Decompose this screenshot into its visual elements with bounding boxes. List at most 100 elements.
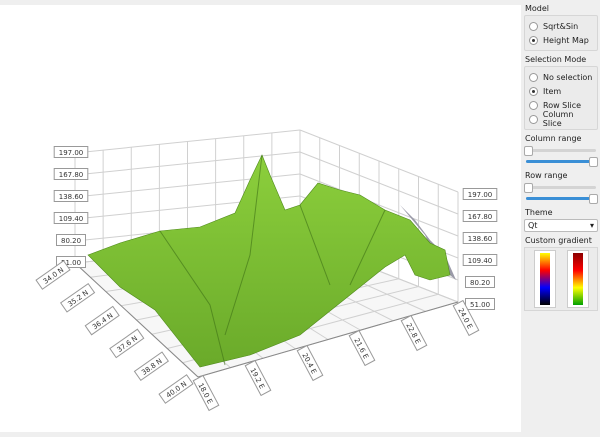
latitude-tick-label: 34.0 N bbox=[35, 260, 71, 290]
theme-value: Qt bbox=[528, 221, 538, 230]
radio-indicator bbox=[529, 21, 538, 31]
radio-label: Sqrt&Sin bbox=[543, 21, 579, 31]
radio-sqrt-sin[interactable]: Sqrt&Sin bbox=[529, 19, 593, 33]
label-box bbox=[192, 374, 220, 412]
value-axis-tick-label-right: 138.60 bbox=[462, 232, 498, 244]
value-axis-tick-label-right: 109.40 bbox=[462, 254, 498, 266]
radio-label: Column Slice bbox=[542, 110, 574, 128]
column-range-min-slider[interactable] bbox=[524, 145, 598, 156]
value-axis-tick-label-right-text: 109.40 bbox=[468, 257, 493, 265]
value-axis-tick-label-left-text: 51.00 bbox=[61, 259, 81, 267]
radio-label: Height Map bbox=[543, 35, 589, 45]
radio-indicator bbox=[529, 72, 538, 82]
latitude-axis-line bbox=[74, 262, 199, 378]
label-box bbox=[465, 298, 495, 310]
value-axis-tick-label-left: 167.80 bbox=[53, 168, 89, 180]
longitude-axis-line bbox=[197, 301, 459, 378]
value-axis-tick-label-left: 80.20 bbox=[56, 234, 86, 246]
label-box bbox=[53, 212, 89, 224]
row-range-max-slider[interactable] bbox=[524, 193, 598, 204]
value-axis-tick-label-right-text: 197.00 bbox=[468, 191, 493, 199]
radio-column-slice[interactable]: Column Slice bbox=[529, 110, 593, 128]
gradient-button-2[interactable] bbox=[566, 250, 589, 308]
label-box bbox=[296, 344, 324, 382]
chevron-down-icon: ▾ bbox=[589, 221, 594, 230]
theme-combobox[interactable]: Qt ▾ bbox=[524, 219, 598, 232]
longitude-tick-label: 22.8 E bbox=[400, 314, 428, 352]
radio-item[interactable]: Item bbox=[529, 84, 593, 98]
label-box bbox=[452, 299, 480, 337]
custom-gradient-label: Custom gradient bbox=[525, 236, 592, 245]
label-box bbox=[400, 314, 428, 352]
longitude-tick-label: 21.6 E bbox=[348, 329, 376, 367]
gradient-swatch bbox=[572, 253, 583, 305]
radio-label: Row Slice bbox=[543, 100, 582, 110]
surface-ridge bbox=[224, 154, 263, 336]
label-box bbox=[35, 260, 71, 290]
radio-indicator bbox=[529, 86, 538, 96]
radio-label: No selection bbox=[543, 72, 593, 82]
latitude-tick-label: 38.8 N bbox=[133, 351, 170, 382]
value-axis-tick-label-right-text: 138.60 bbox=[468, 235, 493, 243]
value-axis-tick-label-left-text: 197.00 bbox=[59, 149, 84, 157]
longitude-tick-label: 19.2 E bbox=[244, 359, 272, 397]
radio-label: Item bbox=[543, 86, 562, 96]
latitude-tick-label: 37.6 N bbox=[109, 328, 145, 359]
longitude-tick-label: 20.4 E bbox=[296, 344, 324, 382]
label-box bbox=[462, 188, 498, 200]
label-box bbox=[53, 190, 89, 202]
column-range-max-slider[interactable] bbox=[524, 156, 598, 167]
label-box bbox=[133, 351, 170, 382]
surface-ridge bbox=[349, 209, 386, 286]
value-axis-tick-label-left: 109.40 bbox=[53, 212, 89, 224]
gradient-swatch bbox=[539, 253, 550, 305]
surface-plot[interactable]: 197.00 197.00 167.80 167.80 138.60 138.60 109.… bbox=[0, 5, 521, 432]
label-box bbox=[59, 282, 96, 313]
value-axis-tick-label-right: 197.00 bbox=[462, 188, 498, 200]
height-map-surface bbox=[87, 154, 451, 368]
column-range-label: Column range bbox=[525, 134, 582, 143]
control-panel: Model Sqrt&Sin Height Map Selection Mode… bbox=[524, 0, 598, 311]
value-axis-tick-label-right-text: 51.00 bbox=[470, 301, 490, 309]
latitude-tick-label: 35.2 N bbox=[59, 282, 96, 313]
value-axis-tick-label-left: 51.00 bbox=[56, 256, 86, 268]
label-box bbox=[244, 359, 272, 397]
longitude-tick-label: 18.0 E bbox=[192, 374, 220, 412]
label-box bbox=[53, 168, 89, 180]
model-label: Model bbox=[525, 4, 550, 13]
value-axis-tick-label-right: 80.20 bbox=[465, 276, 495, 288]
selection-mode-group: No selection Item Row Slice Column Slice bbox=[524, 66, 598, 130]
label-box bbox=[53, 146, 89, 158]
value-axis-tick-label-left: 197.00 bbox=[53, 146, 89, 158]
value-axis-tick-label-left-text: 80.20 bbox=[61, 237, 81, 245]
label-box bbox=[56, 256, 86, 268]
label-box bbox=[56, 234, 86, 246]
radio-indicator bbox=[529, 35, 538, 45]
value-axis-tick-label-left-text: 167.80 bbox=[59, 171, 84, 179]
radio-indicator bbox=[529, 100, 538, 110]
value-axis-tick-label-right-text: 167.80 bbox=[468, 213, 493, 221]
radio-height-map[interactable]: Height Map bbox=[529, 33, 593, 47]
latitude-tick-label: 40.0 N bbox=[158, 374, 194, 404]
label-box bbox=[158, 374, 194, 404]
value-axis-tick-label-right: 51.00 bbox=[465, 298, 495, 310]
row-range-min-slider[interactable] bbox=[524, 182, 598, 193]
gradient-group bbox=[524, 247, 598, 311]
radio-row-slice[interactable]: Row Slice bbox=[529, 98, 593, 112]
gradient-button-1[interactable] bbox=[533, 250, 556, 308]
label-box bbox=[109, 328, 145, 359]
latitude-tick-label: 36.4 N bbox=[84, 305, 120, 336]
value-axis-tick-label-left-text: 109.40 bbox=[59, 215, 84, 223]
radio-indicator bbox=[529, 114, 538, 124]
surface-ridge bbox=[299, 204, 331, 286]
selection-mode-label: Selection Mode bbox=[525, 55, 587, 64]
surface-graph[interactable]: 197.00 197.00 167.80 167.80 138.60 138.60 109.… bbox=[0, 5, 521, 432]
label-box bbox=[462, 210, 498, 222]
row-range-label: Row range bbox=[525, 171, 568, 180]
label-box bbox=[84, 305, 120, 336]
surface-ridge bbox=[159, 230, 226, 366]
radio-no-selection[interactable]: No selection bbox=[529, 70, 593, 84]
value-axis-tick-label-right-text: 80.20 bbox=[470, 279, 490, 287]
value-axis-tick-label-left-text: 138.60 bbox=[59, 193, 84, 201]
label-box bbox=[462, 232, 498, 244]
